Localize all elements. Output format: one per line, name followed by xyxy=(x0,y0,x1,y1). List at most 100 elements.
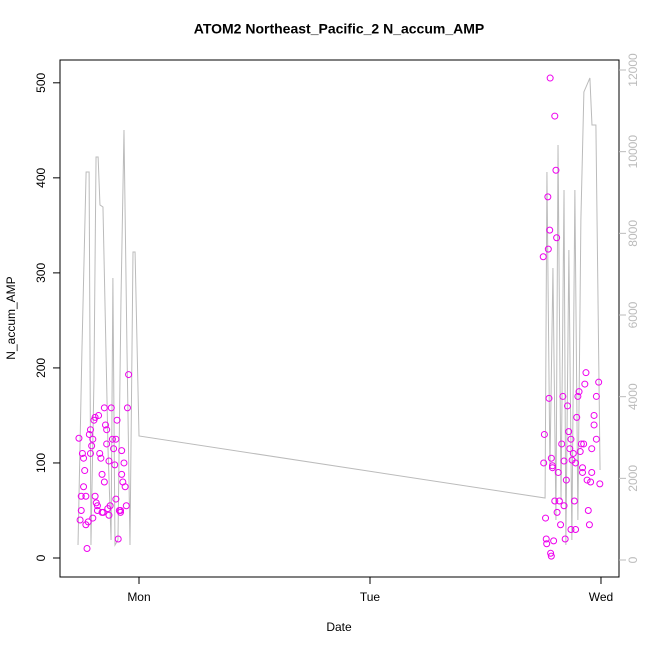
point xyxy=(91,413,99,421)
point xyxy=(80,483,88,491)
y-tick-label: 500 xyxy=(34,72,48,92)
point xyxy=(105,457,113,465)
point xyxy=(577,440,585,448)
point xyxy=(543,540,551,548)
point xyxy=(579,464,587,472)
point xyxy=(112,435,120,443)
y2-tick-label: 8000 xyxy=(626,220,640,247)
point xyxy=(95,411,103,419)
point xyxy=(548,462,556,470)
point xyxy=(595,378,603,386)
point xyxy=(551,112,559,120)
point xyxy=(539,253,547,261)
chart-title: ATOM2 Northeast_Pacific_2 N_accum_AMP xyxy=(194,21,484,37)
y2-tick-label: 6000 xyxy=(626,301,640,328)
point xyxy=(108,435,116,443)
point xyxy=(103,440,111,448)
point xyxy=(82,492,90,500)
point xyxy=(77,492,85,500)
point xyxy=(110,445,118,453)
y-axis-label: N_accum_AMP xyxy=(4,276,18,359)
point xyxy=(561,535,569,543)
point xyxy=(555,497,563,505)
point xyxy=(84,518,92,526)
point xyxy=(88,442,96,450)
point xyxy=(557,521,565,529)
point xyxy=(560,457,568,465)
point xyxy=(579,468,587,476)
point xyxy=(554,468,562,476)
point xyxy=(545,394,553,402)
point xyxy=(548,464,556,472)
y2-tick-label: 2000 xyxy=(626,465,640,492)
y2-tick-label: 10000 xyxy=(626,135,640,169)
point xyxy=(121,483,129,491)
point xyxy=(590,421,598,429)
point xyxy=(587,478,595,486)
y-tick-label: 200 xyxy=(34,358,48,378)
point xyxy=(120,459,128,467)
point xyxy=(542,535,550,543)
point xyxy=(100,478,108,486)
point xyxy=(102,421,110,429)
point xyxy=(117,508,125,516)
point xyxy=(575,388,583,396)
y2-tick-label: 12000 xyxy=(626,53,640,87)
point xyxy=(551,497,559,505)
x-tick-label: Mon xyxy=(127,590,150,604)
x-tick-label: Tue xyxy=(360,590,381,604)
point xyxy=(76,516,84,524)
point xyxy=(81,467,89,475)
point xyxy=(565,428,573,436)
point xyxy=(583,476,591,484)
point xyxy=(91,492,99,500)
y-tick-label: 300 xyxy=(34,263,48,283)
y2-tick-label: 4000 xyxy=(626,383,640,410)
point xyxy=(123,404,131,412)
point xyxy=(114,535,122,543)
point xyxy=(111,461,119,469)
point xyxy=(105,511,113,519)
point xyxy=(553,234,561,242)
x-tick-label: Wed xyxy=(589,590,613,604)
y-tick-label: 400 xyxy=(34,168,48,188)
point xyxy=(93,506,101,514)
point xyxy=(122,502,130,510)
point xyxy=(117,506,125,514)
point xyxy=(547,549,555,557)
point xyxy=(558,440,566,448)
point xyxy=(106,502,114,510)
point xyxy=(118,447,126,455)
point xyxy=(98,470,106,478)
point xyxy=(546,226,554,234)
point xyxy=(542,514,550,522)
point xyxy=(572,525,580,533)
point xyxy=(569,449,577,457)
point xyxy=(560,502,568,510)
point xyxy=(112,495,120,503)
point xyxy=(540,430,548,438)
point xyxy=(544,245,552,253)
point xyxy=(574,392,582,400)
point xyxy=(552,166,560,174)
point xyxy=(546,74,554,82)
point xyxy=(100,404,108,412)
point xyxy=(581,380,589,388)
point xyxy=(78,449,86,457)
point xyxy=(572,459,580,467)
plot-box xyxy=(59,59,620,578)
point xyxy=(570,497,578,505)
point xyxy=(83,544,91,552)
point xyxy=(89,514,97,522)
point xyxy=(86,449,94,457)
point xyxy=(567,435,575,443)
y-tick-label: 0 xyxy=(34,554,48,561)
point xyxy=(588,445,596,453)
y2-tick-label: 0 xyxy=(626,556,640,563)
point xyxy=(96,449,104,457)
point xyxy=(80,454,88,462)
point xyxy=(566,445,574,453)
point xyxy=(547,552,555,560)
point xyxy=(97,454,105,462)
